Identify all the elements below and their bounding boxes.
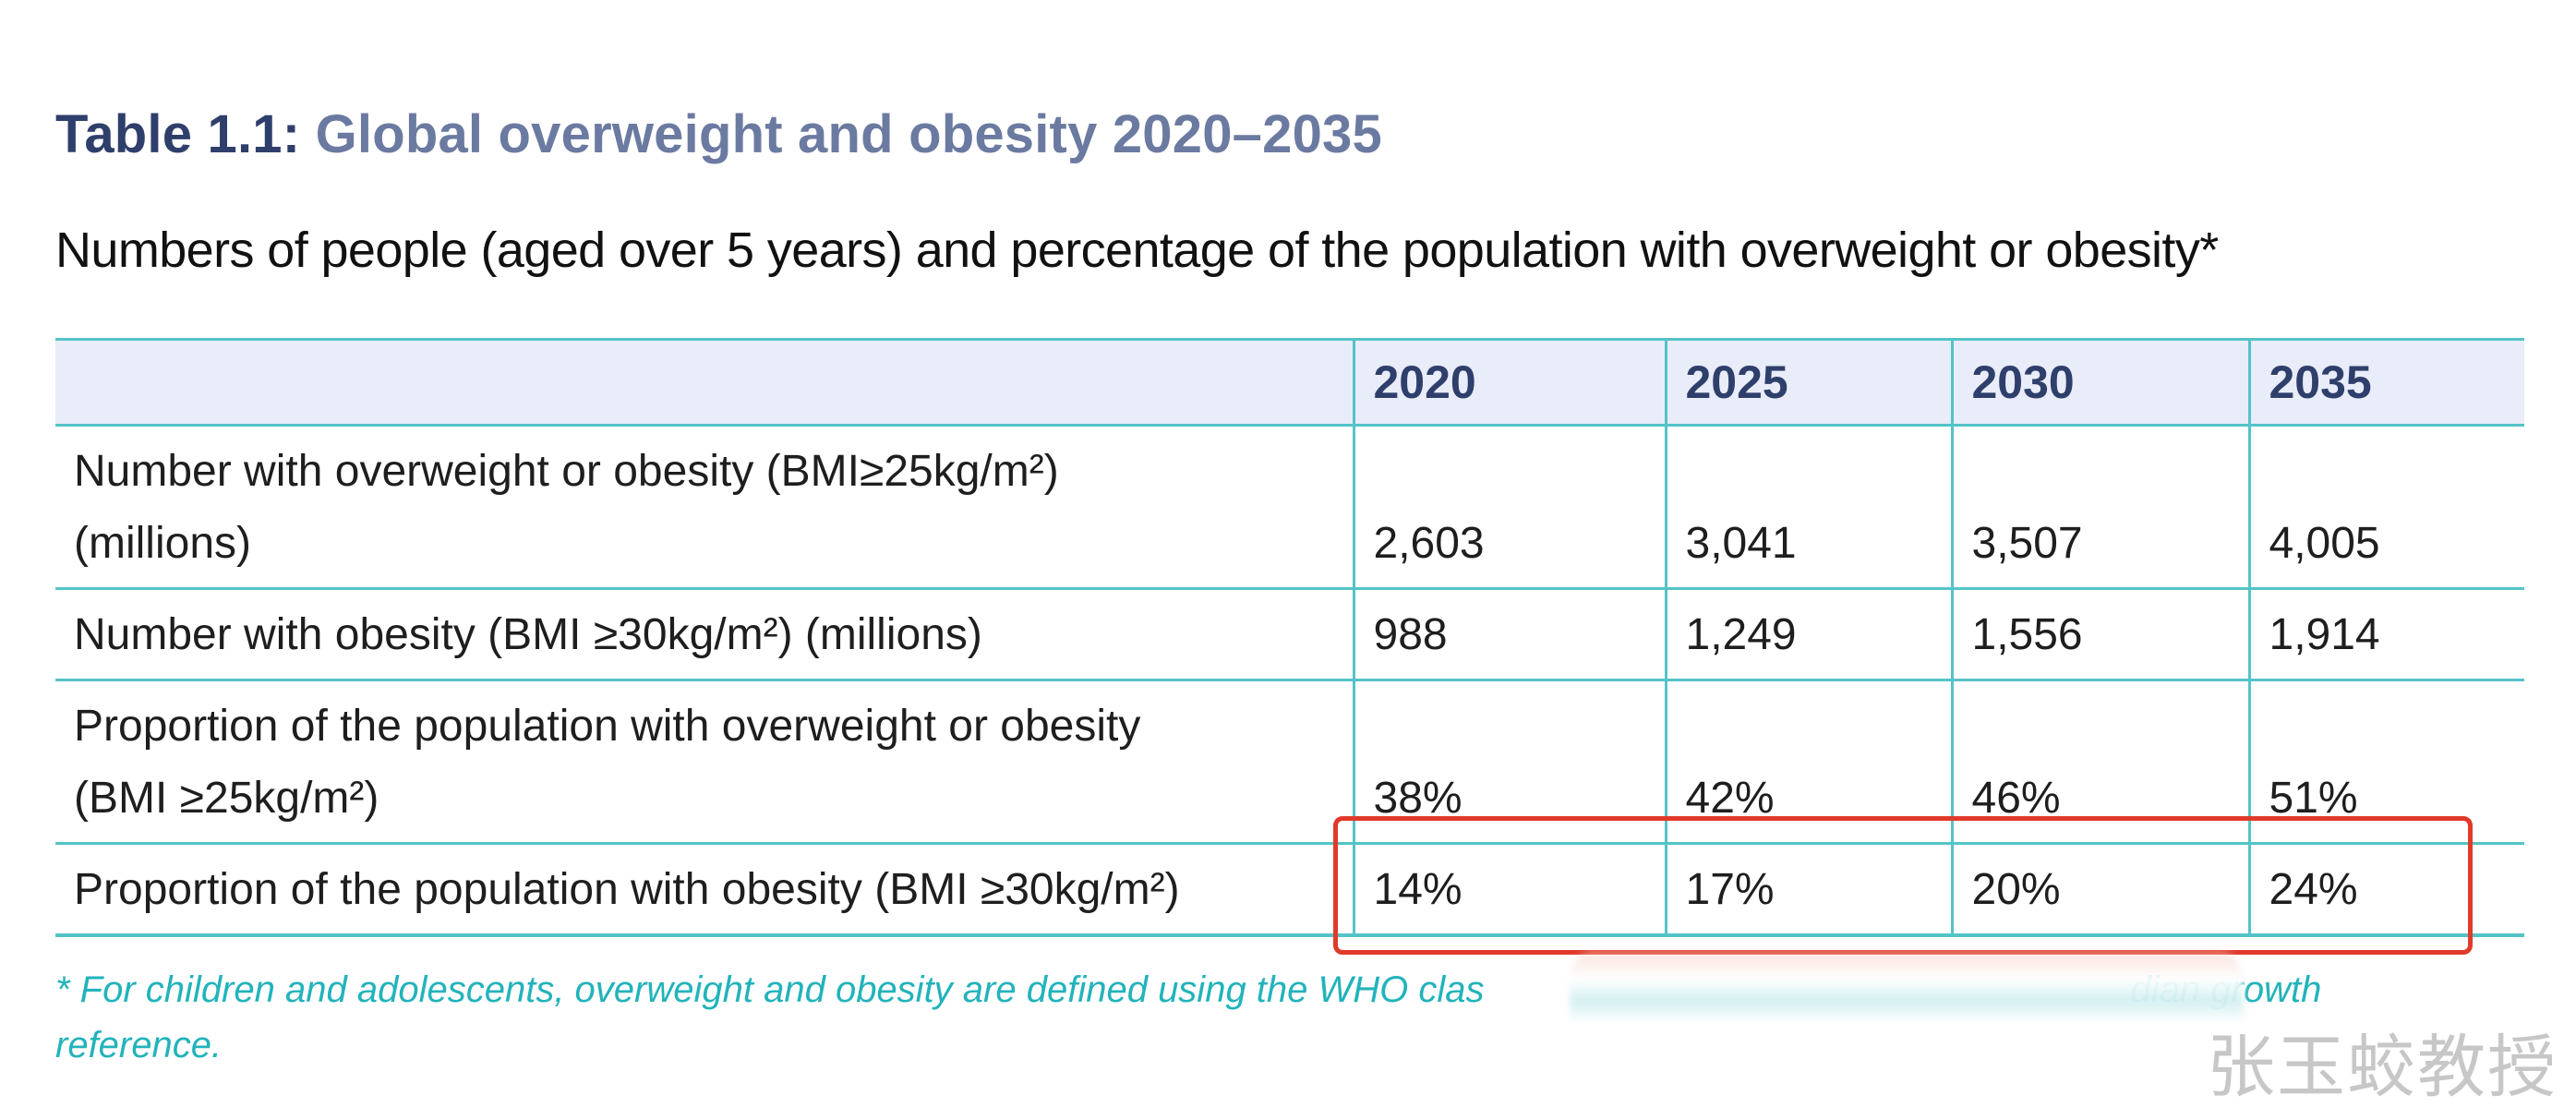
redaction-smear	[1570, 945, 2244, 1056]
table-subheading: Numbers of people (aged over 5 years) an…	[55, 223, 2219, 278]
table-row: Proportion of the population with overwe…	[55, 679, 2524, 845]
header-year-2020: 2020	[1352, 338, 1667, 427]
cell-2035: 1,914	[2247, 587, 2524, 681]
row-label-line: Proportion of the population with obesit…	[74, 865, 1180, 914]
cell-2035: 51%	[2247, 679, 2524, 845]
cell-2020: 988	[1352, 587, 1667, 681]
cell-2035: 4,005	[2247, 424, 2524, 590]
cell-2030: 1,556	[1950, 587, 2251, 681]
cell-2030: 46%	[1950, 679, 2251, 845]
row-label-line: Proportion of the population with overwe…	[74, 702, 1141, 751]
table-row: Proportion of the population with obesit…	[55, 842, 2524, 937]
cell-2020: 14%	[1352, 842, 1667, 937]
table-heading: Table 1.1: Global overweight and obesity…	[55, 103, 1382, 165]
header-row: 2020 2025 2030 2035	[55, 338, 2524, 427]
cell-2030: 20%	[1950, 842, 2251, 937]
footnote-text-start: * For children and adolescents, overweig…	[55, 969, 1485, 1010]
row-label: Number with overweight or obesity (BMI≥2…	[55, 424, 1355, 590]
footnote-text-line2: reference.	[55, 1025, 223, 1065]
row-label-line: Number with obesity (BMI ≥30kg/m²) (mill…	[74, 610, 982, 659]
table-title: Global overweight and obesity 2020–2035	[315, 104, 1382, 164]
table-number: Table 1.1	[55, 104, 283, 164]
cell-2025: 17%	[1664, 842, 1954, 937]
row-label-line: (millions)	[74, 519, 251, 568]
header-year-2025: 2025	[1664, 338, 1954, 427]
watermark-text: 张玉蛟教授	[2207, 1028, 2558, 1107]
row-label: Proportion of the population with obesit…	[55, 842, 1355, 937]
header-blank-cell	[55, 338, 1355, 427]
cell-2020: 2,603	[1352, 424, 1667, 590]
heading-colon: :	[282, 104, 301, 164]
cell-2020: 38%	[1352, 679, 1667, 845]
row-label: Number with obesity (BMI ≥30kg/m²) (mill…	[55, 587, 1355, 681]
cell-2025: 1,249	[1664, 587, 1954, 681]
cell-2030: 3,507	[1950, 424, 2251, 590]
cell-2025: 42%	[1664, 679, 1954, 845]
row-label-line: (BMI ≥25kg/m²)	[74, 774, 379, 823]
row-label: Proportion of the population with overwe…	[55, 679, 1355, 845]
cell-2025: 3,041	[1664, 424, 1954, 590]
row-label-line: Number with overweight or obesity (BMI≥2…	[74, 447, 1059, 496]
header-year-2035: 2035	[2247, 338, 2524, 427]
table-row: Number with overweight or obesity (BMI≥2…	[55, 424, 2524, 590]
obesity-data-table: 2020 2025 2030 2035 Number with overweig…	[55, 338, 2524, 937]
header-year-2030: 2030	[1950, 338, 2251, 427]
cell-2035: 24%	[2247, 842, 2524, 937]
table-row: Number with obesity (BMI ≥30kg/m²) (mill…	[55, 587, 2524, 681]
